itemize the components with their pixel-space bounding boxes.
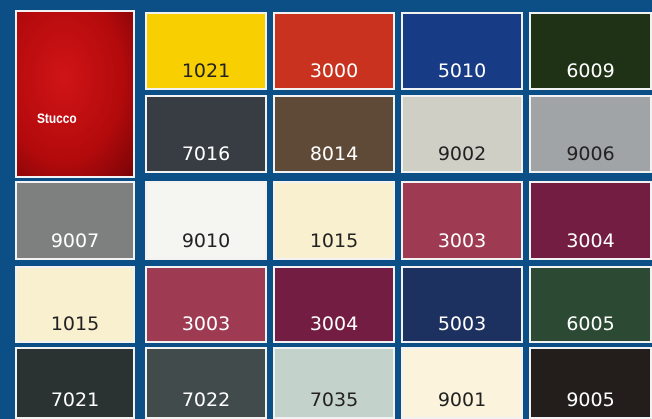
swatch-label: 9002: [403, 143, 521, 165]
color-swatch[interactable]: 3004: [273, 266, 395, 343]
color-swatch[interactable]: 8014: [273, 95, 395, 173]
swatch-label: 7022: [147, 389, 265, 411]
swatch-label: 9010: [147, 230, 265, 252]
swatch-grid: Stucco 1021 3000 5010 6009 7016 8014 9002 9006 90…: [0, 0, 652, 416]
swatch-label: 8014: [275, 143, 393, 165]
swatch-label: 1015: [17, 313, 133, 335]
swatch-label: 3003: [147, 313, 265, 335]
swatch-label: 3004: [531, 230, 650, 252]
swatch-label: 9007: [17, 230, 133, 252]
swatch-label: 5003: [403, 313, 521, 335]
stucco-swatch[interactable]: Stucco: [15, 10, 135, 178]
color-swatch[interactable]: 6009: [529, 12, 652, 90]
color-swatch[interactable]: 7021: [15, 347, 135, 419]
swatch-label: 3000: [275, 60, 393, 82]
swatch-label: 3004: [275, 313, 393, 335]
color-swatch[interactable]: 9007: [15, 181, 135, 260]
color-swatch[interactable]: 1021: [145, 12, 267, 90]
color-swatch[interactable]: 1015: [273, 181, 395, 260]
swatch-label: 9005: [531, 389, 650, 411]
color-swatch[interactable]: 5003: [401, 266, 523, 343]
color-swatch[interactable]: 3000: [273, 12, 395, 90]
color-swatch[interactable]: 9005: [529, 347, 652, 419]
swatch-label: 7016: [147, 143, 265, 165]
color-swatch[interactable]: 9010: [145, 181, 267, 260]
color-swatch[interactable]: 7022: [145, 347, 267, 419]
color-swatch[interactable]: 1015: [15, 266, 135, 343]
swatch-label: 7035: [275, 389, 393, 411]
swatch-label: 5010: [403, 60, 521, 82]
color-swatch[interactable]: 9001: [401, 347, 523, 419]
color-swatch[interactable]: 3003: [401, 181, 523, 260]
color-swatch[interactable]: 7016: [145, 95, 267, 173]
color-swatch[interactable]: 7035: [273, 347, 395, 419]
color-swatch[interactable]: 3004: [529, 181, 652, 260]
swatch-label: 1021: [147, 60, 265, 82]
color-swatch[interactable]: 5010: [401, 12, 523, 90]
color-swatch[interactable]: 6005: [529, 266, 652, 343]
swatch-label: 7021: [17, 389, 133, 411]
swatch-label: 9006: [531, 143, 650, 165]
swatch-label: Stucco: [37, 110, 77, 126]
swatch-label: 6005: [531, 313, 650, 335]
color-swatch[interactable]: 9002: [401, 95, 523, 173]
color-swatch[interactable]: 9006: [529, 95, 652, 173]
color-swatch[interactable]: 3003: [145, 266, 267, 343]
swatch-label: 1015: [275, 230, 393, 252]
swatch-label: 3003: [403, 230, 521, 252]
swatch-label: 6009: [531, 60, 650, 82]
swatch-label: 9001: [403, 389, 521, 411]
